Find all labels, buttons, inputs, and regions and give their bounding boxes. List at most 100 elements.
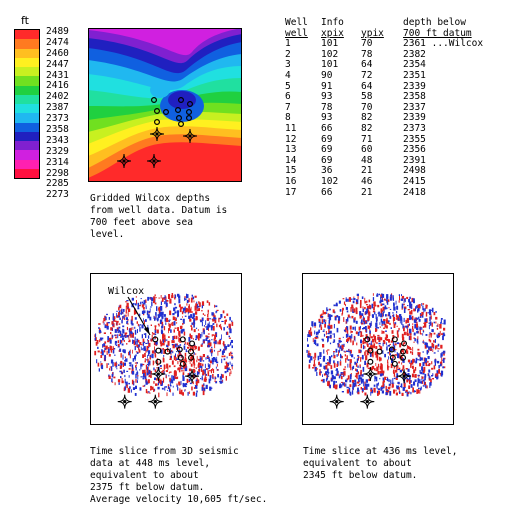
seismic-amplitude-mark bbox=[363, 318, 365, 323]
seismic-amplitude-mark bbox=[425, 311, 428, 317]
seismic-amplitude-mark bbox=[217, 341, 219, 345]
seismic-amplitude-mark bbox=[184, 306, 186, 309]
seismic-amplitude-mark bbox=[387, 377, 389, 382]
seismic-amplitude-mark bbox=[376, 355, 379, 361]
seismic-amplitude-mark bbox=[396, 365, 398, 370]
seismic-amplitude-mark bbox=[360, 357, 362, 362]
seismic-amplitude-mark bbox=[97, 346, 99, 349]
seismic-amplitude-mark bbox=[355, 369, 358, 372]
seismic-amplitude-mark bbox=[193, 374, 196, 379]
seismic-amplitude-mark bbox=[387, 321, 390, 324]
seismic-amplitude-mark bbox=[381, 293, 385, 298]
table-cell: 69 bbox=[321, 144, 333, 156]
well-center-dot bbox=[123, 399, 127, 404]
seismic-amplitude-mark bbox=[379, 346, 382, 350]
seismic-amplitude-mark bbox=[342, 309, 344, 315]
seismic-amplitude-mark bbox=[344, 354, 346, 357]
seismic-amplitude-mark bbox=[165, 339, 168, 341]
seismic-amplitude-mark bbox=[372, 345, 374, 348]
seismic-amplitude-mark bbox=[141, 334, 143, 339]
colorbar-swatch bbox=[15, 94, 39, 104]
seismic-amplitude-mark bbox=[156, 308, 158, 312]
seismic-amplitude-mark bbox=[345, 297, 347, 302]
seismic-amplitude-mark bbox=[330, 324, 333, 329]
seismic-amplitude-mark bbox=[183, 369, 185, 372]
seismic-amplitude-mark bbox=[201, 317, 204, 322]
seismic-amplitude-mark bbox=[223, 358, 226, 361]
colorbar-tick-label: 2373 bbox=[46, 113, 69, 125]
seismic-amplitude-mark bbox=[354, 337, 356, 342]
seismic-amplitude-mark bbox=[186, 299, 189, 304]
seismic-amplitude-mark bbox=[414, 338, 416, 342]
seismic-amplitude-mark bbox=[396, 306, 399, 310]
seismic-amplitude-mark bbox=[372, 310, 376, 313]
seismic-amplitude-mark bbox=[134, 329, 137, 335]
seismic-amplitude-mark bbox=[182, 374, 184, 377]
seismic-amplitude-mark bbox=[147, 341, 149, 345]
seismic-amplitude-mark bbox=[225, 346, 227, 351]
seismic-amplitude-mark bbox=[204, 363, 206, 368]
seismic-amplitude-mark bbox=[191, 311, 193, 313]
seismic-amplitude-mark bbox=[211, 325, 213, 330]
seismic-amplitude-mark bbox=[186, 342, 189, 345]
seismic-amplitude-mark bbox=[418, 307, 420, 312]
seismic-amplitude-mark bbox=[387, 366, 389, 371]
seismic-amplitude-mark bbox=[404, 298, 406, 303]
seismic-amplitude-mark bbox=[341, 348, 343, 351]
seismic-amplitude-mark bbox=[322, 339, 324, 342]
seismic-amplitude-mark bbox=[119, 348, 122, 352]
seismic-amplitude-mark bbox=[160, 308, 162, 311]
seismic-amplitude-mark bbox=[216, 323, 218, 328]
seismic-amplitude-mark bbox=[394, 324, 396, 328]
seismic-amplitude-mark bbox=[186, 293, 188, 299]
seismic-amplitude-mark bbox=[136, 344, 139, 348]
seismic-amplitude-mark bbox=[117, 346, 120, 348]
seismic-amplitude-mark bbox=[376, 326, 377, 329]
table-cell: 2355 bbox=[403, 133, 426, 145]
seismic-amplitude-mark bbox=[112, 362, 114, 367]
seismic-amplitude-mark bbox=[111, 321, 114, 325]
seismic-amplitude-mark bbox=[229, 316, 231, 321]
seismic-amplitude-mark bbox=[325, 366, 327, 369]
seismic-amplitude-mark bbox=[398, 330, 400, 332]
seismic-amplitude-mark bbox=[153, 342, 156, 346]
seismic-amplitude-mark bbox=[307, 337, 308, 342]
seismic-amplitude-mark bbox=[136, 346, 139, 348]
seismic-amplitude-mark bbox=[320, 379, 324, 382]
seismic-amplitude-mark bbox=[355, 299, 359, 305]
seismic-amplitude-mark bbox=[343, 368, 346, 371]
seismic-amplitude-mark bbox=[144, 358, 146, 363]
seismic-amplitude-mark bbox=[229, 369, 231, 371]
seismic-amplitude-mark bbox=[202, 370, 205, 376]
seismic-amplitude-mark bbox=[337, 361, 339, 366]
seismic-amplitude-mark bbox=[379, 366, 382, 370]
seismic-amplitude-mark bbox=[184, 389, 186, 392]
seismic-amplitude-mark bbox=[352, 300, 355, 304]
seismic-amplitude-mark bbox=[100, 355, 103, 358]
seismic-amplitude-mark bbox=[431, 367, 434, 370]
seismic-amplitude-mark bbox=[380, 296, 382, 300]
seismic-amplitude-mark bbox=[178, 369, 181, 373]
seismic-amplitude-mark bbox=[344, 351, 347, 353]
seismic-amplitude-mark bbox=[414, 323, 416, 329]
seismic-amplitude-mark bbox=[179, 341, 182, 343]
seismic-amplitude-mark bbox=[426, 385, 428, 389]
seismic-amplitude-mark bbox=[124, 360, 126, 362]
seismic-amplitude-mark bbox=[131, 315, 133, 321]
seismic-amplitude-mark bbox=[187, 346, 190, 349]
circle-well-icon bbox=[364, 336, 371, 343]
seismic-amplitude-mark bbox=[126, 335, 129, 338]
seismic-amplitude-mark bbox=[401, 392, 404, 396]
seismic-amplitude-mark bbox=[387, 390, 390, 393]
seismic-amplitude-mark bbox=[195, 367, 197, 369]
seismic-amplitude-mark bbox=[228, 352, 231, 356]
seismic-amplitude-mark bbox=[145, 389, 148, 394]
seismic-amplitude-mark bbox=[378, 390, 380, 395]
seismic-amplitude-mark bbox=[330, 378, 333, 382]
seismic-amplitude-mark bbox=[363, 381, 365, 387]
seismic-amplitude-mark bbox=[366, 305, 369, 308]
seismic-amplitude-mark bbox=[369, 330, 371, 335]
seismic-amplitude-mark bbox=[202, 313, 204, 315]
seismic-amplitude-mark bbox=[186, 378, 189, 383]
seismic-amplitude-mark bbox=[377, 383, 379, 386]
